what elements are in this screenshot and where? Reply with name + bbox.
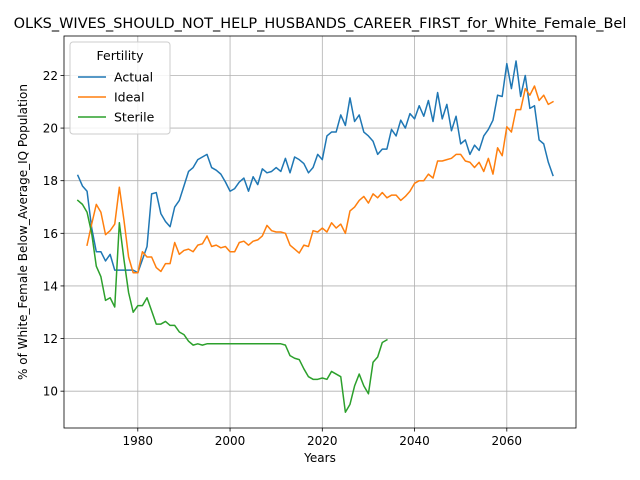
legend-entries: Actual Ideal Sterile bbox=[78, 70, 155, 125]
grid-lines bbox=[64, 36, 576, 428]
x-tick-label: 2040 bbox=[399, 434, 430, 448]
y-axis-label: % of White_Female Below_Average_IQ Popul… bbox=[16, 84, 30, 380]
y-tick-label: 18 bbox=[43, 174, 58, 188]
legend-label-sterile: Sterile bbox=[114, 110, 155, 125]
legend-title: Fertility bbox=[97, 48, 145, 63]
axis-ticks: 1980 2000 2020 2040 2060 10 12 14 16 18 20 22 bbox=[43, 69, 522, 448]
y-tick-label: 14 bbox=[43, 279, 58, 293]
series-line-actual bbox=[76, 60, 554, 274]
x-tick-label: 2060 bbox=[492, 434, 523, 448]
legend: Fertility Actual Ideal Sterile bbox=[69, 41, 171, 135]
legend-label-ideal: Ideal bbox=[114, 90, 144, 105]
y-tick-label: 20 bbox=[43, 122, 58, 136]
x-tick-label: 1980 bbox=[123, 434, 154, 448]
y-tick-label: 12 bbox=[43, 332, 58, 346]
series-line-sterile bbox=[76, 199, 388, 413]
plot-frame bbox=[63, 35, 577, 429]
chart-title: OLKS_WIVES_SHOULD_NOT_HELP_HUSBANDS_CARE… bbox=[14, 16, 627, 32]
series-line-ideal bbox=[86, 85, 554, 274]
x-tick-label: 2020 bbox=[307, 434, 338, 448]
y-tick-label: 22 bbox=[43, 69, 58, 83]
x-axis-label: Years bbox=[303, 451, 336, 465]
legend-label-actual: Actual bbox=[114, 70, 153, 85]
y-tick-label: 16 bbox=[43, 227, 58, 241]
x-tick-label: 2000 bbox=[215, 434, 246, 448]
series-layer bbox=[76, 60, 554, 413]
y-tick-label: 10 bbox=[43, 385, 58, 399]
legend-box bbox=[69, 41, 171, 135]
